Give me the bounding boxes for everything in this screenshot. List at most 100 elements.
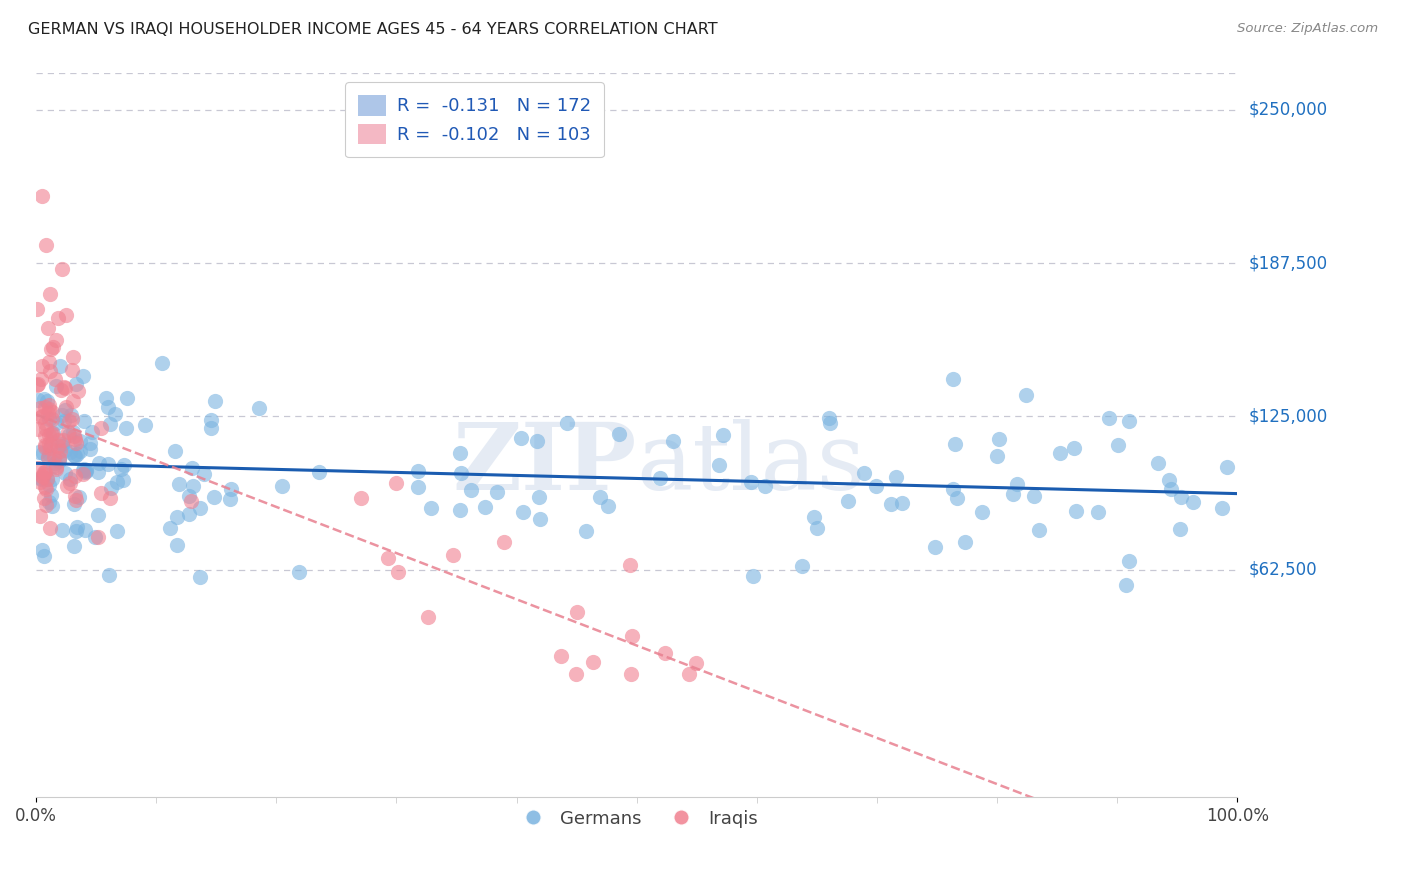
Point bbox=[53, 466, 76, 480]
Point bbox=[650, 471, 672, 485]
Point bbox=[49, 383, 72, 397]
Point bbox=[620, 667, 643, 681]
Point bbox=[30, 410, 52, 425]
Point bbox=[166, 510, 188, 524]
Point bbox=[27, 377, 49, 392]
Point bbox=[619, 558, 641, 573]
Point bbox=[67, 384, 90, 398]
Point bbox=[1005, 476, 1028, 491]
Point bbox=[62, 350, 84, 364]
Point bbox=[34, 237, 56, 252]
Point bbox=[1002, 487, 1025, 501]
Point bbox=[247, 401, 270, 416]
Point bbox=[32, 467, 55, 481]
Point bbox=[39, 286, 62, 301]
Point bbox=[65, 493, 87, 508]
Point bbox=[596, 499, 619, 513]
Point bbox=[73, 523, 96, 537]
Point bbox=[193, 467, 215, 482]
Point bbox=[485, 485, 508, 500]
Point bbox=[38, 398, 60, 412]
Point bbox=[34, 465, 56, 479]
Point bbox=[1215, 460, 1237, 475]
Point bbox=[406, 480, 429, 494]
Point bbox=[62, 448, 84, 462]
Point bbox=[565, 667, 588, 681]
Point bbox=[32, 549, 55, 563]
Point bbox=[42, 459, 65, 474]
Point bbox=[67, 490, 90, 504]
Point bbox=[818, 416, 841, 430]
Point bbox=[654, 646, 676, 660]
Point bbox=[87, 456, 110, 470]
Point bbox=[550, 649, 572, 664]
Point bbox=[115, 391, 138, 405]
Point bbox=[58, 414, 80, 428]
Point bbox=[62, 497, 84, 511]
Point bbox=[204, 394, 226, 409]
Text: atlas: atlas bbox=[637, 419, 866, 508]
Point bbox=[28, 445, 51, 459]
Point bbox=[75, 463, 97, 477]
Point bbox=[1147, 456, 1170, 470]
Point bbox=[818, 411, 841, 425]
Text: $125,000: $125,000 bbox=[1249, 408, 1327, 425]
Point bbox=[1014, 388, 1036, 402]
Point bbox=[582, 655, 605, 669]
Point bbox=[406, 464, 429, 478]
Point bbox=[65, 520, 87, 534]
Point bbox=[350, 491, 373, 505]
Point bbox=[27, 392, 49, 407]
Point bbox=[84, 530, 107, 544]
Point bbox=[754, 479, 776, 493]
Point bbox=[73, 462, 96, 476]
Point bbox=[45, 462, 67, 476]
Point bbox=[565, 605, 588, 619]
Point bbox=[31, 470, 53, 484]
Point bbox=[48, 451, 70, 466]
Point bbox=[86, 465, 108, 479]
Point bbox=[37, 451, 59, 466]
Point bbox=[891, 496, 914, 510]
Point bbox=[59, 475, 82, 490]
Point bbox=[48, 454, 70, 468]
Point bbox=[111, 473, 134, 487]
Point bbox=[65, 377, 87, 392]
Point bbox=[200, 420, 222, 434]
Point bbox=[1064, 504, 1087, 518]
Text: $250,000: $250,000 bbox=[1249, 101, 1327, 119]
Point bbox=[740, 475, 762, 490]
Point bbox=[35, 393, 58, 408]
Point bbox=[509, 431, 531, 445]
Point bbox=[35, 482, 58, 496]
Point bbox=[38, 437, 60, 451]
Point bbox=[75, 466, 97, 480]
Point bbox=[62, 393, 84, 408]
Point bbox=[39, 521, 62, 535]
Point bbox=[56, 479, 79, 493]
Point bbox=[41, 472, 63, 486]
Point bbox=[177, 507, 200, 521]
Point bbox=[53, 381, 76, 395]
Point bbox=[946, 491, 969, 505]
Point bbox=[80, 425, 103, 439]
Point bbox=[34, 440, 56, 454]
Point bbox=[90, 421, 112, 435]
Point bbox=[852, 466, 875, 480]
Point bbox=[218, 491, 240, 506]
Point bbox=[711, 427, 734, 442]
Point bbox=[59, 472, 82, 486]
Point bbox=[1098, 410, 1121, 425]
Point bbox=[53, 413, 76, 427]
Point bbox=[35, 498, 58, 512]
Point bbox=[38, 447, 60, 461]
Point bbox=[55, 401, 77, 415]
Point bbox=[806, 521, 828, 535]
Point bbox=[942, 372, 965, 386]
Point bbox=[177, 489, 200, 503]
Point bbox=[1160, 483, 1182, 497]
Point bbox=[34, 438, 56, 452]
Point bbox=[450, 466, 472, 480]
Point bbox=[53, 403, 76, 417]
Point bbox=[271, 478, 294, 492]
